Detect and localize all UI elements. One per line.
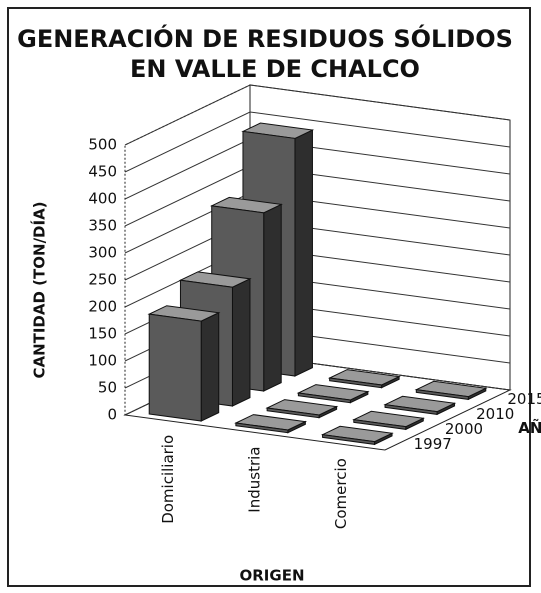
bar [414,380,488,401]
z-tick-label: 2015 [507,390,541,408]
bar [352,410,426,431]
x-tick-label: Industria [246,447,264,513]
bar-front [384,404,438,415]
bar-side [294,129,313,377]
x-tick-label: Domiciliario [159,435,177,524]
frame [7,7,531,587]
chart-subtitle: EN VALLE DE CHALCO [130,55,420,83]
y-tick-label: 150 [88,325,117,343]
chart-title: GENERACIÓN DE RESIDUOS SÓLIDOS [17,23,513,53]
bar-side [231,278,251,407]
grid-line [124,84,511,146]
y-tick-label: 0 [107,406,117,424]
bar [147,305,221,422]
grid-line [124,111,511,173]
bar-side [263,203,282,392]
bar-front [322,434,376,445]
bar [327,369,401,389]
z-tick-label: 1997 [414,435,452,453]
grid-line [124,192,511,254]
grid-line [124,219,511,281]
grid-line [124,138,511,200]
y-tick-label: 200 [88,298,117,316]
y-tick-label: 100 [88,352,117,370]
z-tick-label: 2010 [476,405,514,423]
bar-front [353,419,407,430]
bar [265,399,339,419]
y-tick-label: 500 [88,136,117,154]
bar [234,414,308,434]
bar-front [266,407,320,419]
bar [320,425,394,446]
bar-front [329,377,383,389]
x-tick-label: Comercio [332,458,350,529]
y-tick-label: 350 [88,217,117,235]
bar-side [200,311,220,422]
grid-line [124,165,511,227]
bar [296,384,370,404]
y-tick-label: 250 [88,271,117,289]
y-tick-label: 400 [88,190,117,208]
z-axis-label: AÑO [518,418,541,437]
bar-front [415,389,469,400]
bar [383,395,457,416]
y-axis-label: CANTIDAD (TON/DÍA) [30,201,49,378]
bar-front [235,422,289,434]
y-tick-label: 300 [88,244,117,262]
y-tick-label: 450 [88,163,117,181]
bar-front [297,392,351,404]
z-tick-label: 2000 [445,420,483,438]
y-tick-label: 50 [98,379,117,397]
bar-front [148,313,202,422]
x-axis-label: ORIGEN [240,567,305,585]
